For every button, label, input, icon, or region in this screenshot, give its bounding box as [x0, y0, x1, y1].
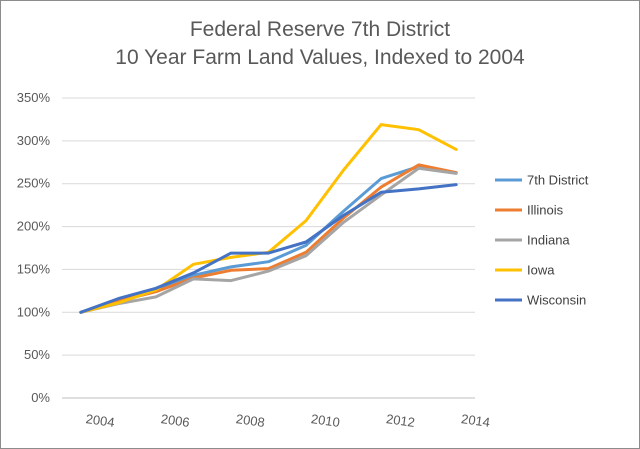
y-tick-label: 250%: [17, 176, 51, 191]
x-tick-label: 2004: [85, 411, 116, 430]
y-tick-label: 150%: [17, 261, 51, 276]
chart-subtitle: 10 Year Farm Land Values, Indexed to 200…: [115, 46, 525, 69]
legend-label: 7th District: [527, 173, 589, 188]
legend-label: Wisconsin: [527, 293, 586, 308]
y-tick-label: 200%: [17, 219, 51, 234]
series-line-wisconsin: [79, 183, 458, 314]
series-line-illinois: [79, 163, 458, 314]
y-tick-label: 0%: [31, 390, 50, 405]
x-tick-label: 2012: [385, 411, 416, 430]
series-line-iowa: [79, 123, 458, 314]
x-tick-label: 2014: [460, 411, 491, 430]
x-tick-label: 2008: [235, 411, 266, 430]
series-line-7th-district: [79, 165, 458, 314]
legend-label: Illinois: [527, 203, 564, 218]
legend-label: Indiana: [527, 233, 570, 248]
chart-title: Federal Reserve 7th District: [189, 18, 451, 41]
legend-label: Iowa: [527, 263, 555, 278]
chart-title-block: Federal Reserve 7th District 10 Year Far…: [0, 16, 640, 72]
y-tick-label: 50%: [24, 347, 50, 362]
series-line-indiana: [79, 166, 458, 314]
x-tick-label: 2006: [160, 411, 191, 430]
y-tick-label: 350%: [17, 90, 51, 105]
y-tick-label: 300%: [17, 133, 51, 148]
y-tick-label: 100%: [17, 304, 51, 319]
x-tick-label: 2010: [310, 411, 341, 430]
